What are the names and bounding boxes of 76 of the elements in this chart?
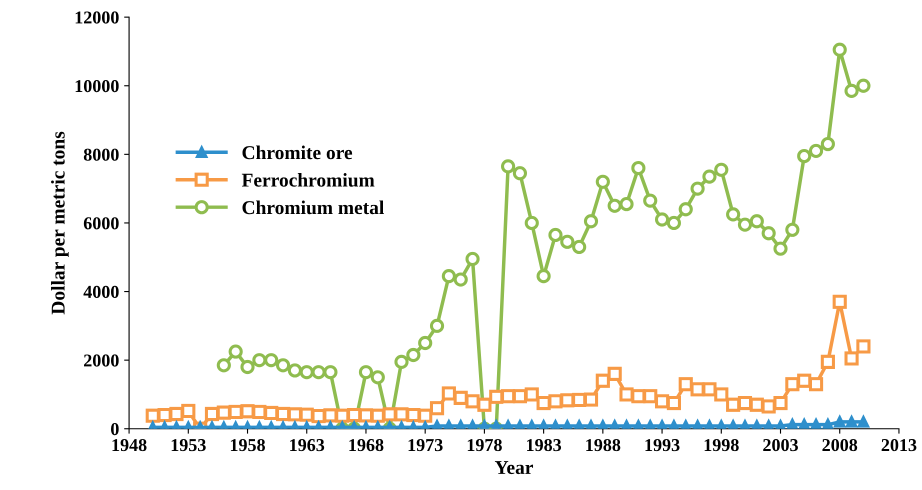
y-tick-label: 8000	[84, 148, 119, 161]
point	[844, 84, 859, 98]
y-tick-label: 2000	[84, 354, 119, 367]
point	[228, 344, 243, 359]
y-axis-title: Dollar per metric tons	[51, 132, 69, 314]
x-tick-label: 1948	[112, 438, 147, 452]
x-tick-label: 1998	[704, 438, 739, 452]
point	[856, 78, 871, 93]
point	[832, 42, 847, 57]
point	[572, 240, 586, 254]
point	[702, 170, 717, 184]
point	[726, 207, 740, 222]
legend-label: Chromite ore	[242, 146, 352, 160]
point	[430, 318, 444, 333]
x-tick-label: 1958	[230, 438, 265, 452]
x-tick-label: 1968	[349, 438, 384, 452]
point	[536, 269, 551, 284]
y-tick-label: 0	[111, 423, 119, 436]
point	[608, 198, 622, 213]
x-tick-label: 1963	[290, 439, 324, 452]
point	[406, 348, 420, 362]
point	[773, 242, 788, 256]
point	[619, 197, 634, 212]
point	[678, 202, 693, 216]
point	[738, 218, 752, 232]
point	[762, 226, 776, 240]
point	[512, 166, 528, 180]
y-tick-label: 12000	[76, 11, 119, 24]
point	[264, 353, 278, 368]
point	[797, 148, 812, 164]
point	[524, 216, 539, 230]
x-tick-label: 2013	[882, 438, 916, 452]
point	[548, 228, 563, 242]
legend-label: Chromium metal	[242, 200, 384, 214]
x-tick-label: 1988	[586, 438, 620, 452]
point	[216, 358, 231, 372]
point	[442, 269, 456, 284]
point	[358, 365, 374, 380]
point	[300, 365, 314, 380]
point	[631, 160, 646, 176]
point	[808, 144, 824, 158]
point	[276, 358, 290, 372]
x-axis-title: Year	[494, 461, 534, 474]
point	[596, 174, 610, 189]
point	[501, 159, 516, 174]
point	[288, 363, 302, 378]
point	[418, 336, 432, 350]
x-tick-label: 1953	[172, 439, 206, 452]
point	[820, 136, 835, 152]
y-tick-label: 10000	[76, 80, 119, 92]
x-tick-label: 1993	[645, 439, 680, 452]
point	[714, 162, 728, 177]
point	[394, 354, 409, 369]
y-tick-label: 4000	[83, 286, 119, 298]
point	[654, 212, 670, 227]
point	[750, 214, 764, 228]
point	[666, 216, 681, 230]
point	[690, 182, 705, 196]
point	[240, 360, 255, 374]
point	[465, 252, 480, 266]
y-tick-label: 6000	[84, 217, 119, 230]
point	[252, 353, 266, 368]
x-tick-label: 1983	[527, 438, 562, 452]
x-tick-label: 1973	[408, 439, 443, 452]
x-tick-label: 1978	[468, 438, 502, 452]
x-tick-label: 2003	[763, 438, 798, 452]
point	[560, 234, 574, 249]
point	[312, 365, 326, 380]
point	[643, 194, 658, 208]
point	[370, 370, 385, 384]
legend-label: Ferrochromium	[242, 173, 374, 187]
point	[584, 214, 598, 228]
point	[454, 272, 468, 287]
x-tick-label: 2008	[822, 438, 858, 452]
point	[323, 365, 338, 380]
point	[785, 222, 800, 237]
